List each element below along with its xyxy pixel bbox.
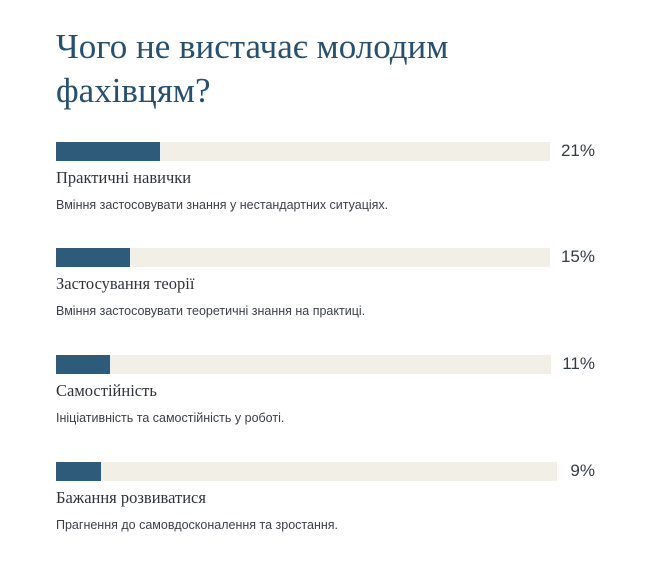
bar-fill: [56, 248, 130, 267]
bar-track: [56, 142, 550, 161]
bar-item: 21% Практичні навички Вміння застосовувати…: [0, 141, 655, 242]
bar-category-label: Практичні навички: [56, 168, 192, 187]
bar-value-label: 15%: [560, 247, 595, 266]
bar-category-label: Самостійність: [56, 381, 157, 400]
bar-description: Вміння застосовувати знання у нестандарт…: [56, 198, 389, 212]
bar-value-label: 9%: [570, 461, 595, 480]
bar-fill: [56, 462, 101, 481]
bar-description: Ініціативність та самостійність у роботі…: [56, 411, 285, 425]
bar-category-label: Бажання розвиватися: [56, 488, 206, 507]
bar-track: [56, 462, 557, 481]
bar-description: Вміння застосовувати теоретичні знання н…: [56, 304, 366, 318]
bar-fill: [56, 142, 160, 161]
bar-description: Прагнення до самовдосконалення та зроста…: [56, 518, 339, 532]
bar-item: 15% Застосування теорії Вміння застосовува…: [0, 247, 655, 348]
bar-item: 11% Самостійність Ініціативність та самост…: [0, 354, 655, 455]
bar-value-label: 11%: [562, 354, 595, 373]
bar-value-label: 21%: [560, 141, 595, 160]
bar-item: 9% Бажання розвиватися Прагнення до самовд…: [0, 461, 655, 562]
bar-track: [56, 355, 551, 374]
bar-fill: [56, 355, 110, 374]
chart-title: Чого не вистачає молодим фахівцям?: [56, 27, 449, 110]
bar-category-label: Застосування теорії: [56, 274, 195, 293]
bar-track: [56, 248, 550, 267]
